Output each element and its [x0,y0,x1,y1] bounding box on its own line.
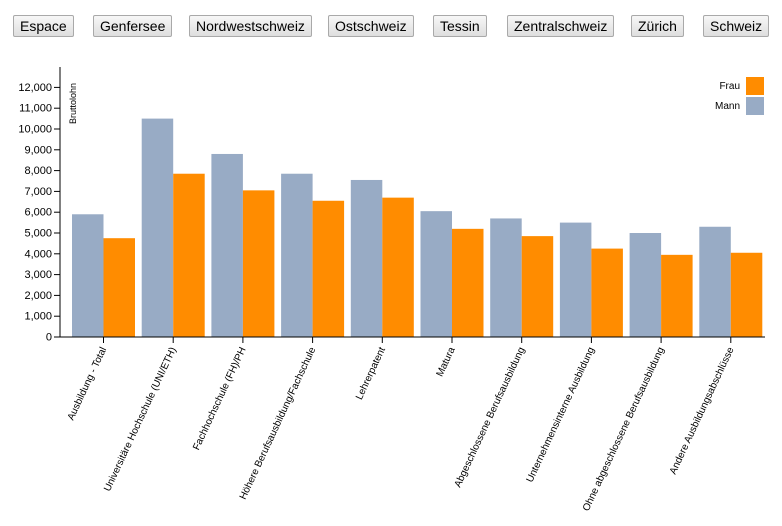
bar-frau-4 [382,197,414,337]
bar-mann-7 [559,222,592,337]
bar-mann-2 [211,153,243,337]
bar-frau-9 [730,252,763,337]
bar-frau-0 [103,238,135,337]
legend-label-frau: Frau [719,81,740,92]
x-tick-label-7: Unternehmensinterne Ausbildung [525,346,597,485]
region-button-schweiz[interactable]: Schweiz [703,15,770,37]
y-tick-label-11: 11,000 [19,103,52,115]
bar-mann-0 [72,214,104,337]
bar-frau-5 [452,228,484,337]
y-axis-title: Bruttolohn [68,83,78,124]
y-tick-label-10: 10,000 [18,124,52,136]
bar-mann-3 [281,173,313,337]
region-button-espace[interactable]: Espace [13,15,74,37]
x-tick-label-9: Andere Ausbildungsabschlüsse [668,345,737,476]
bar-frau-2 [242,190,275,337]
region-button-nordwestschweiz[interactable]: Nordwestschweiz [189,15,312,37]
bar-frau-3 [312,200,345,337]
y-tick-label-1: 1,000 [24,311,52,323]
bar-mann-8 [629,233,662,337]
x-tick-label-3: Höhere Berufsausbildung/Fachschule [238,345,319,501]
x-tick-label-6: Abgeschlossene Berufsausbildung [453,346,528,490]
region-button-zuerich[interactable]: Zürich [631,15,684,37]
legend-swatch-frau [746,77,764,95]
y-tick-label-7: 7,000 [24,186,52,198]
region-button-genfersee[interactable]: Genfersee [93,15,173,37]
y-tick-label-2: 2,000 [24,290,52,302]
bar-mann-6 [490,218,522,337]
bar-frau-6 [521,236,554,337]
x-tick-label-5: Matura [435,345,458,378]
region-button-ostschweiz[interactable]: Ostschweiz [328,15,414,37]
bar-mann-5 [420,211,452,337]
y-tick-label-0: 0 [46,332,52,344]
region-button-zentralschweiz[interactable]: Zentralschweiz [507,15,615,37]
bar-frau-7 [591,248,623,337]
x-tick-label-4: Lehrerpatent [354,345,388,401]
legend-swatch-mann [746,97,764,115]
bar-frau-8 [661,254,693,337]
bar-mann-4 [350,179,383,337]
x-tick-label-2: Fachhochschule (FH)/PH [191,346,248,452]
legend-label-mann: Mann [715,101,740,112]
bar-mann-1 [141,118,174,337]
bar-mann-9 [699,226,731,337]
y-tick-label-4: 4,000 [24,248,52,260]
y-tick-label-3: 3,000 [24,269,52,281]
bar-frau-1 [173,173,205,337]
y-tick-label-8: 8,000 [24,165,52,177]
y-tick-label-6: 6,000 [24,207,52,219]
y-tick-label-5: 5,000 [24,228,52,240]
x-tick-label-8: Ohne abgeschlossene Berufsausbildung [581,346,667,513]
region-button-tessin[interactable]: Tessin [433,15,487,37]
y-tick-label-9: 9,000 [24,144,52,156]
x-tick-label-0: Ausbildung - Total [66,346,109,423]
region-button-bar: Espace Genfersee Nordwestschweiz Ostschw… [0,0,782,50]
y-tick-label-12: 12,000 [18,82,52,94]
x-tick-label-1: Universitäre Hochschule (UNI/ETH) [102,346,179,494]
